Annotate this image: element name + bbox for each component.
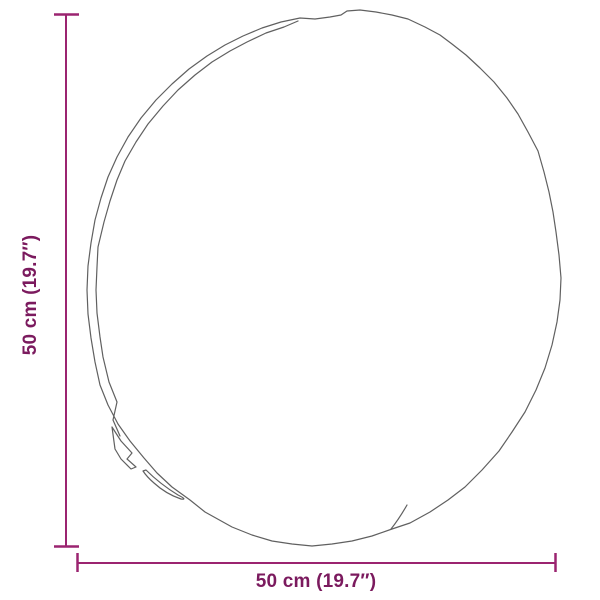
vertical-dimension-line — [54, 13, 79, 548]
round-rug-outline-sketch — [86, 9, 562, 547]
rug-outline-inner-double-line — [95, 20, 299, 437]
dimension-lines — [54, 13, 557, 572]
rug-seam-sliver-lower — [142, 469, 185, 500]
rug-outline-main — [86, 9, 562, 547]
rug-seam-sliver-upper — [111, 426, 137, 470]
height-dimension-label: 50 cm (19.7″) — [20, 234, 41, 356]
rug-sketch-branch-stroke — [390, 504, 408, 530]
horizontal-dimension-line — [76, 553, 557, 572]
width-dimension-label: 50 cm (19.7″) — [255, 571, 377, 592]
